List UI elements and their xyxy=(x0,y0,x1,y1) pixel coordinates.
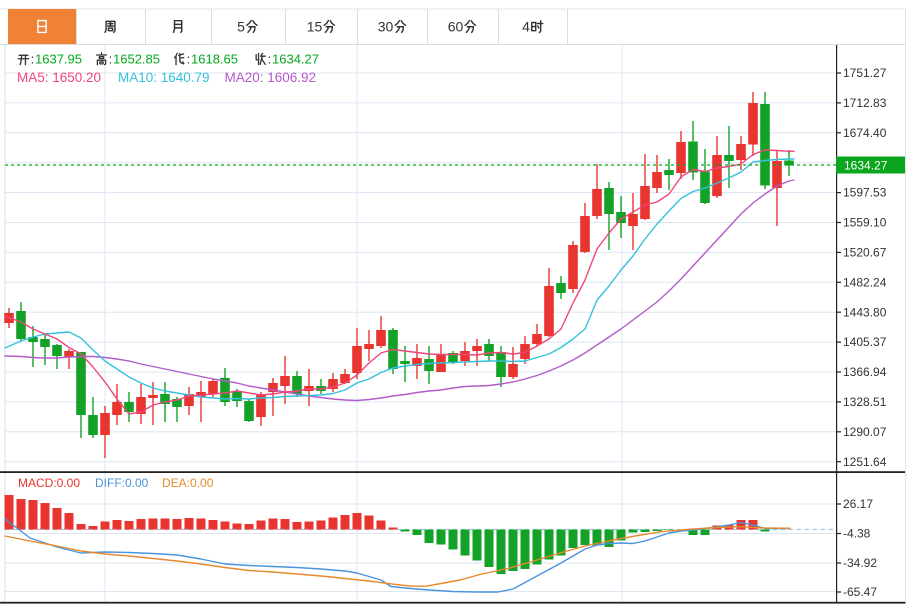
svg-text:1634.27: 1634.27 xyxy=(272,51,319,66)
svg-text:4: 4 xyxy=(522,19,530,35)
svg-text:1482.24: 1482.24 xyxy=(843,275,887,289)
svg-text:1290.07: 1290.07 xyxy=(843,425,887,439)
svg-text:1618.65: 1618.65 xyxy=(191,51,238,66)
svg-text:1405.37: 1405.37 xyxy=(843,335,887,349)
svg-text:5: 5 xyxy=(237,19,245,35)
svg-text:26.17: 26.17 xyxy=(843,497,873,511)
svg-text:1674.40: 1674.40 xyxy=(843,126,887,140)
svg-text:1559.10: 1559.10 xyxy=(843,216,887,230)
svg-text:1328.51: 1328.51 xyxy=(843,395,887,409)
svg-text:1634.27: 1634.27 xyxy=(844,158,888,172)
svg-text:30: 30 xyxy=(378,19,394,35)
svg-text:60: 60 xyxy=(448,19,464,35)
svg-text:1366.94: 1366.94 xyxy=(843,365,887,379)
svg-text:15: 15 xyxy=(307,19,323,35)
svg-text:1520.67: 1520.67 xyxy=(843,246,887,260)
svg-text:-4.38: -4.38 xyxy=(843,527,871,541)
svg-text:1637.95: 1637.95 xyxy=(35,51,82,66)
svg-text:1597.53: 1597.53 xyxy=(843,186,887,200)
svg-text::: : xyxy=(187,51,191,66)
svg-text:1443.80: 1443.80 xyxy=(843,305,887,319)
svg-text::: : xyxy=(31,51,35,66)
svg-text::: : xyxy=(268,51,272,66)
svg-text:-65.47: -65.47 xyxy=(843,585,877,599)
svg-text:-34.92: -34.92 xyxy=(843,556,877,570)
svg-text::: : xyxy=(109,51,113,66)
svg-text:1251.64: 1251.64 xyxy=(843,455,887,469)
svg-text:1712.83: 1712.83 xyxy=(843,96,887,110)
svg-text:1751.27: 1751.27 xyxy=(843,66,887,80)
svg-text:1652.85: 1652.85 xyxy=(113,51,160,66)
